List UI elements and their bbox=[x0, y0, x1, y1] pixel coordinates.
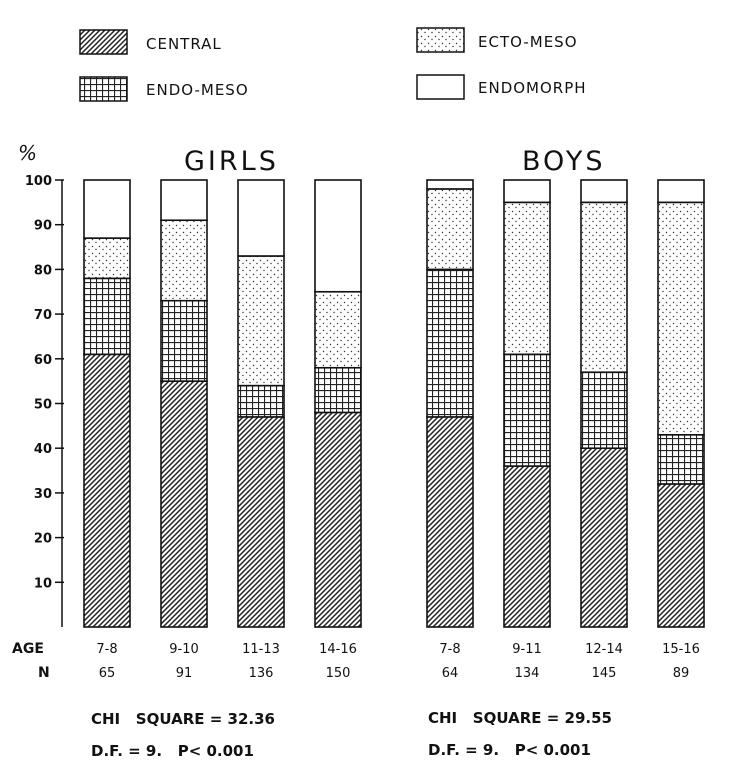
legend-item-central: CENTRAL bbox=[79, 29, 222, 55]
bar-segment-girls-7-8-endomorph bbox=[83, 179, 131, 239]
y-tick-label: 50 bbox=[34, 398, 52, 413]
age-label: 9-11 bbox=[512, 642, 542, 657]
age-row-label: AGE bbox=[12, 641, 44, 657]
bar-segment-girls-9-10-ecto-meso bbox=[160, 219, 208, 302]
age-label: 15-16 bbox=[662, 642, 700, 657]
bar-segment-girls-14-16-ecto-meso bbox=[314, 290, 362, 369]
legend-swatch-endomorph bbox=[416, 74, 465, 100]
n-label: 134 bbox=[515, 666, 540, 681]
legend-label-endo-meso: ENDO-MESO bbox=[146, 81, 249, 99]
bar-segment-boys-9-11-endo-meso bbox=[503, 353, 551, 467]
legend: CENTRAL ENDO-MESO ECTO-MESO ENDOMORPH bbox=[79, 27, 587, 102]
y-tick-label: 70 bbox=[34, 308, 52, 323]
legend-label-central: CENTRAL bbox=[146, 35, 222, 53]
bar-segment-boys-7-8-endomorph bbox=[426, 179, 474, 190]
legend-item-endo-meso: ENDO-MESO bbox=[79, 76, 249, 102]
bar-segment-boys-7-8-ecto-meso bbox=[426, 188, 474, 271]
age-label: 11-13 bbox=[242, 642, 280, 657]
n-row-label: N bbox=[38, 665, 50, 681]
bar-segment-girls-14-16-endo-meso bbox=[314, 366, 362, 414]
bar-segment-boys-7-8-central bbox=[426, 416, 474, 628]
girls-chi-square: CHI SQUARE = 32.36 bbox=[91, 710, 275, 728]
bar-segment-boys-15-16-endomorph bbox=[657, 179, 705, 204]
bar-segment-girls-9-10-endo-meso bbox=[160, 299, 208, 382]
legend-swatch-endo-meso bbox=[79, 76, 128, 102]
bar-segment-boys-15-16-endo-meso bbox=[657, 433, 705, 485]
bar-segment-boys-9-11-ecto-meso bbox=[503, 201, 551, 356]
bar-segment-boys-12-14-ecto-meso bbox=[580, 201, 628, 374]
y-tick-label: 20 bbox=[34, 532, 52, 547]
bar-segment-boys-15-16-ecto-meso bbox=[657, 201, 705, 436]
n-label: 136 bbox=[249, 666, 274, 681]
group-title-boys: BOYS bbox=[522, 146, 605, 177]
legend-label-endomorph: ENDOMORPH bbox=[478, 79, 587, 97]
y-axis-unit-label: % bbox=[18, 141, 37, 165]
bar-segment-girls-9-10-endomorph bbox=[160, 179, 208, 222]
age-label: 7-8 bbox=[96, 642, 117, 657]
boys-chi-square: CHI SQUARE = 29.55 bbox=[428, 709, 612, 727]
bar-segment-girls-14-16-endomorph bbox=[314, 179, 362, 293]
boys-df-p: D.F. = 9. P< 0.001 bbox=[428, 741, 591, 759]
bar-segment-girls-7-8-central bbox=[83, 353, 131, 628]
bar-segment-girls-14-16-central bbox=[314, 411, 362, 628]
age-label: 14-16 bbox=[319, 642, 357, 657]
y-tick-label: 40 bbox=[34, 442, 52, 457]
bar-segment-girls-9-10-central bbox=[160, 380, 208, 628]
bar-segment-girls-7-8-endo-meso bbox=[83, 277, 131, 356]
y-tick-label: 100 bbox=[25, 174, 52, 189]
n-label: 91 bbox=[176, 666, 193, 681]
y-tick-label: 60 bbox=[34, 353, 52, 368]
legend-swatch-ecto-meso bbox=[416, 27, 465, 53]
bar-segment-girls-11-13-ecto-meso bbox=[237, 255, 285, 387]
legend-label-ecto-meso: ECTO-MESO bbox=[478, 33, 578, 51]
bar-segment-girls-11-13-central bbox=[237, 416, 285, 628]
y-tick-label: 90 bbox=[34, 219, 52, 234]
bar-segment-boys-9-11-central bbox=[503, 465, 551, 628]
bar-segment-girls-7-8-ecto-meso bbox=[83, 237, 131, 280]
y-tick-label: 30 bbox=[34, 487, 52, 502]
legend-item-endomorph: ENDOMORPH bbox=[416, 74, 587, 100]
age-label: 7-8 bbox=[439, 642, 460, 657]
bar-segment-boys-9-11-endomorph bbox=[503, 179, 551, 204]
bars bbox=[83, 179, 705, 628]
legend-item-ecto-meso: ECTO-MESO bbox=[416, 27, 578, 53]
y-tick-label: 10 bbox=[34, 576, 52, 591]
legend-swatch-central bbox=[79, 29, 128, 55]
bar-segment-boys-12-14-endo-meso bbox=[580, 371, 628, 449]
n-label: 89 bbox=[673, 666, 690, 681]
bar-segment-girls-11-13-endo-meso bbox=[237, 384, 285, 418]
age-label: 9-10 bbox=[169, 642, 199, 657]
y-axis-ticks: 10 20 30 40 50 60 70 80 90 100 bbox=[25, 174, 64, 591]
bar-segment-boys-15-16-central bbox=[657, 483, 705, 628]
bar-segment-boys-12-14-central bbox=[580, 447, 628, 628]
n-label: 65 bbox=[99, 666, 116, 681]
n-label: 145 bbox=[592, 666, 617, 681]
bar-segment-boys-12-14-endomorph bbox=[580, 179, 628, 204]
bar-segment-girls-11-13-endomorph bbox=[237, 179, 285, 257]
age-label: 12-14 bbox=[585, 642, 623, 657]
y-tick-label: 80 bbox=[34, 263, 52, 278]
bar-segment-boys-7-8-endo-meso bbox=[426, 268, 474, 418]
age-n-rows: AGE N 7-8 65 9-10 91 11-13 136 14-16 150 7-8 64 9-11… bbox=[12, 641, 700, 681]
n-label: 64 bbox=[442, 666, 459, 681]
girls-df-p: D.F. = 9. P< 0.001 bbox=[91, 742, 254, 760]
group-title-girls: GIRLS bbox=[184, 146, 279, 177]
n-label: 150 bbox=[326, 666, 351, 681]
